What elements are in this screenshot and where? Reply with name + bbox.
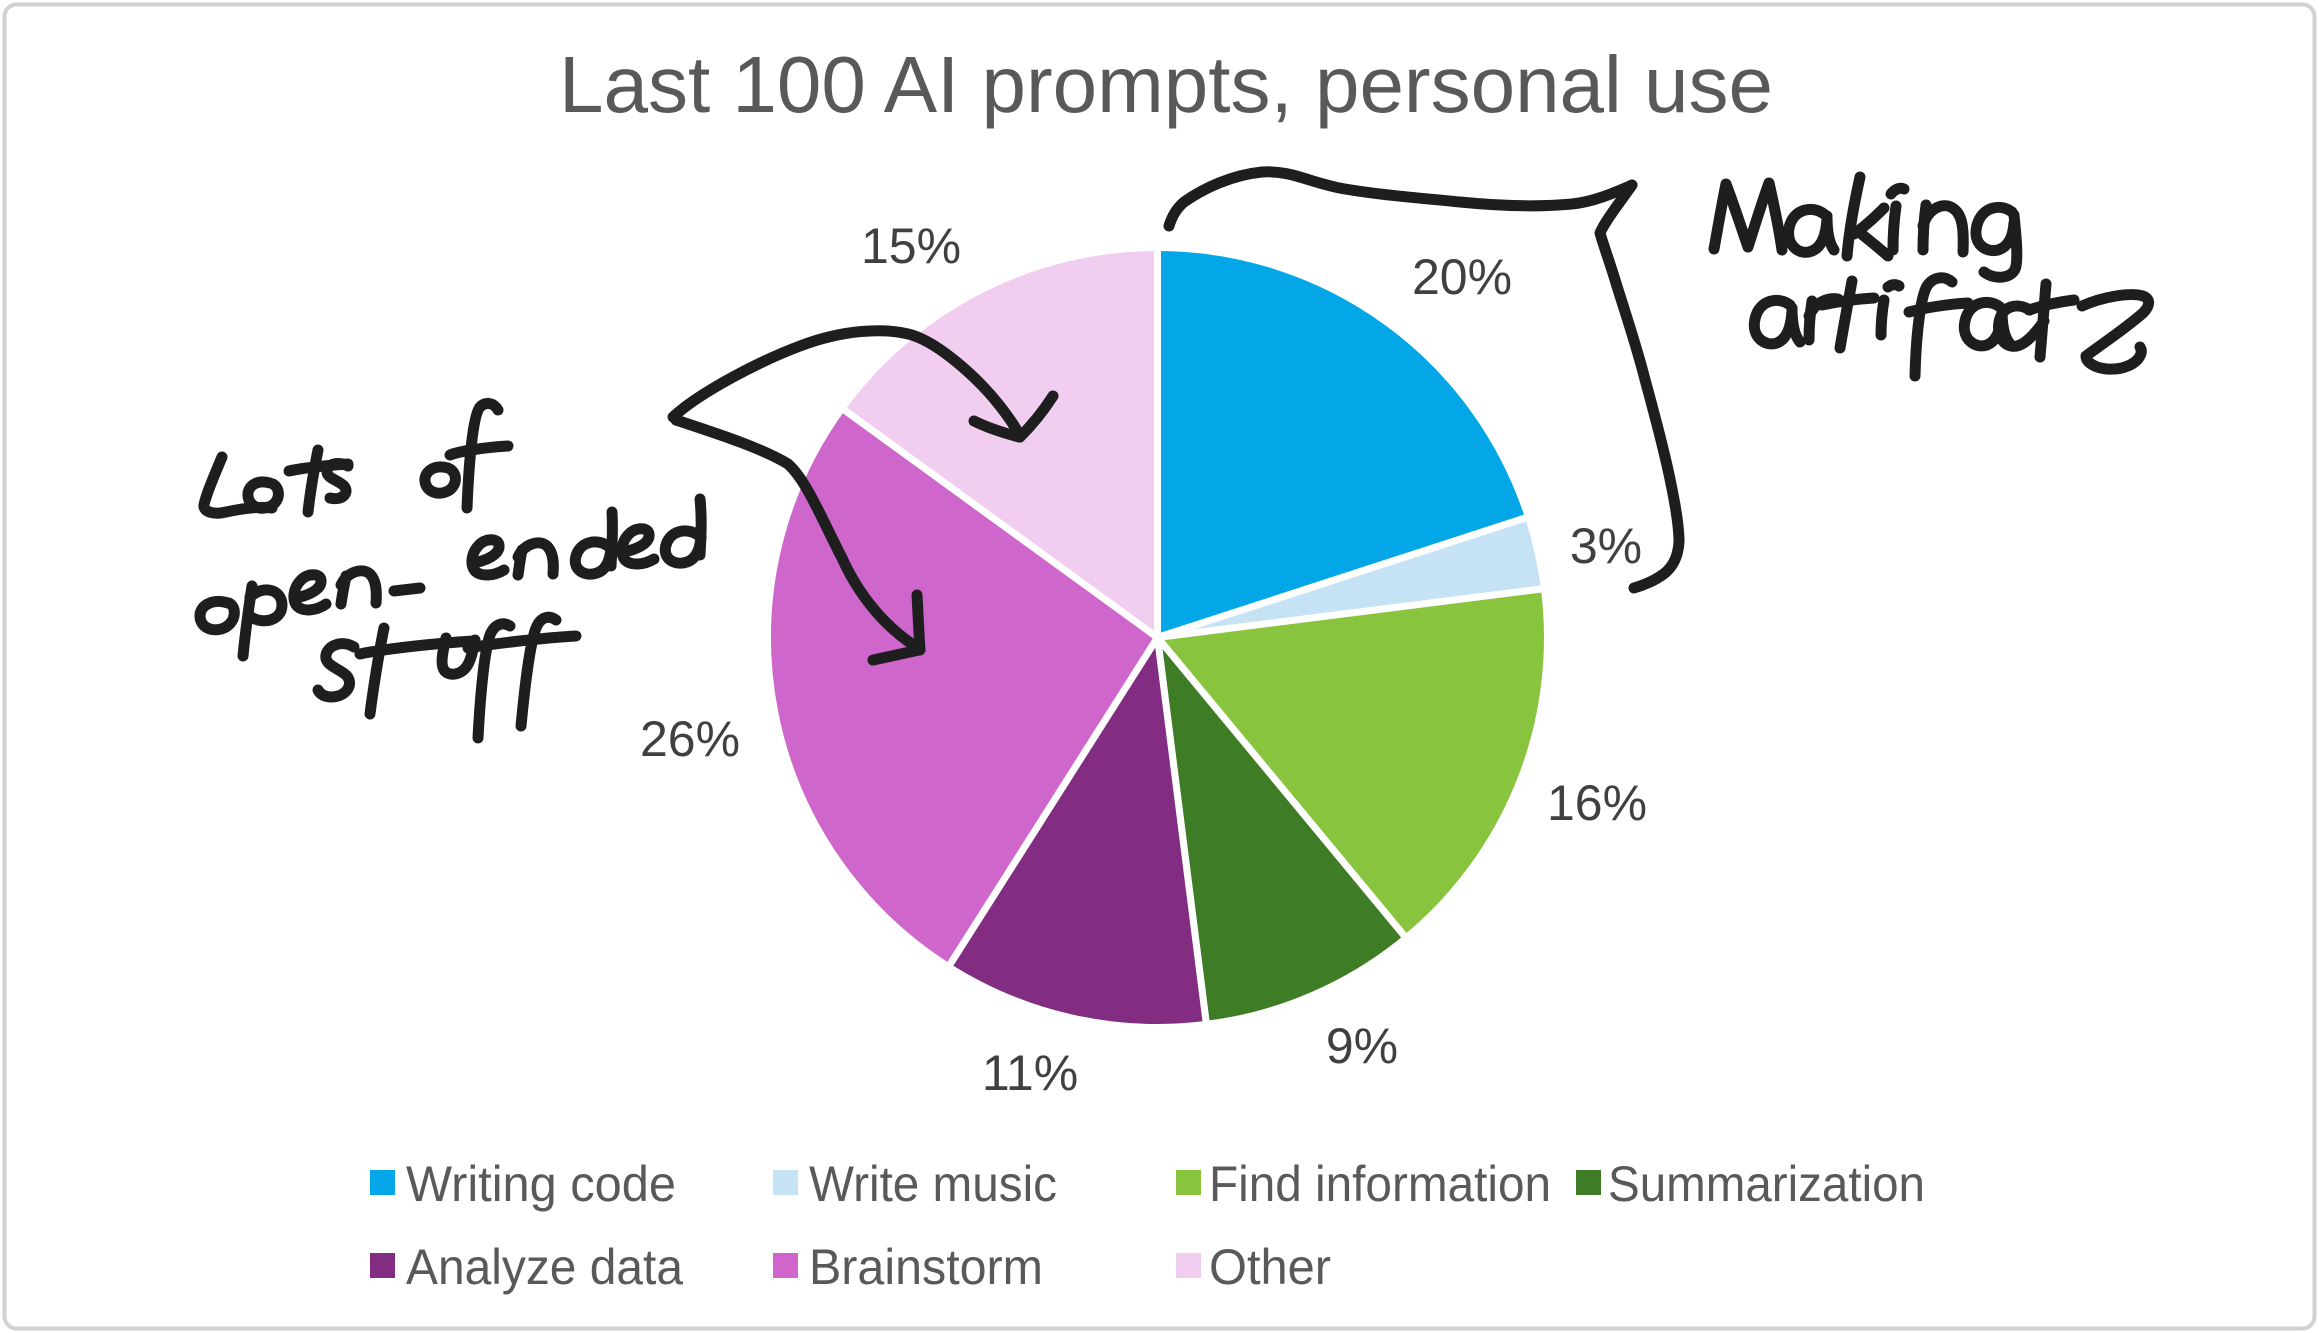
svg-text:9%: 9% [1326,1018,1398,1074]
svg-text:3%: 3% [1570,518,1642,574]
svg-text:Summarization: Summarization [1608,1156,1925,1212]
svg-text:16%: 16% [1547,775,1647,831]
svg-text:Writing code: Writing code [406,1156,676,1212]
svg-text:Find information: Find information [1209,1156,1551,1212]
svg-text:Other: Other [1209,1239,1331,1295]
svg-text:Analyze data: Analyze data [406,1239,683,1295]
svg-text:11%: 11% [982,1045,1078,1101]
svg-text:Write music: Write music [809,1156,1057,1212]
svg-text:26%: 26% [640,711,740,767]
svg-text:20%: 20% [1412,249,1512,305]
svg-text:Last 100 AI prompts, personal: Last 100 AI prompts, personal use [559,40,1773,129]
svg-text:15%: 15% [861,218,961,274]
svg-text:Brainstorm: Brainstorm [809,1239,1043,1295]
